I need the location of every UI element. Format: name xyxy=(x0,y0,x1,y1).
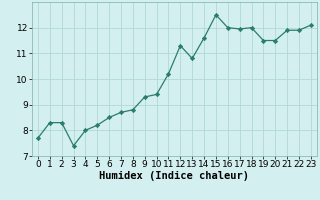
X-axis label: Humidex (Indice chaleur): Humidex (Indice chaleur) xyxy=(100,171,249,181)
